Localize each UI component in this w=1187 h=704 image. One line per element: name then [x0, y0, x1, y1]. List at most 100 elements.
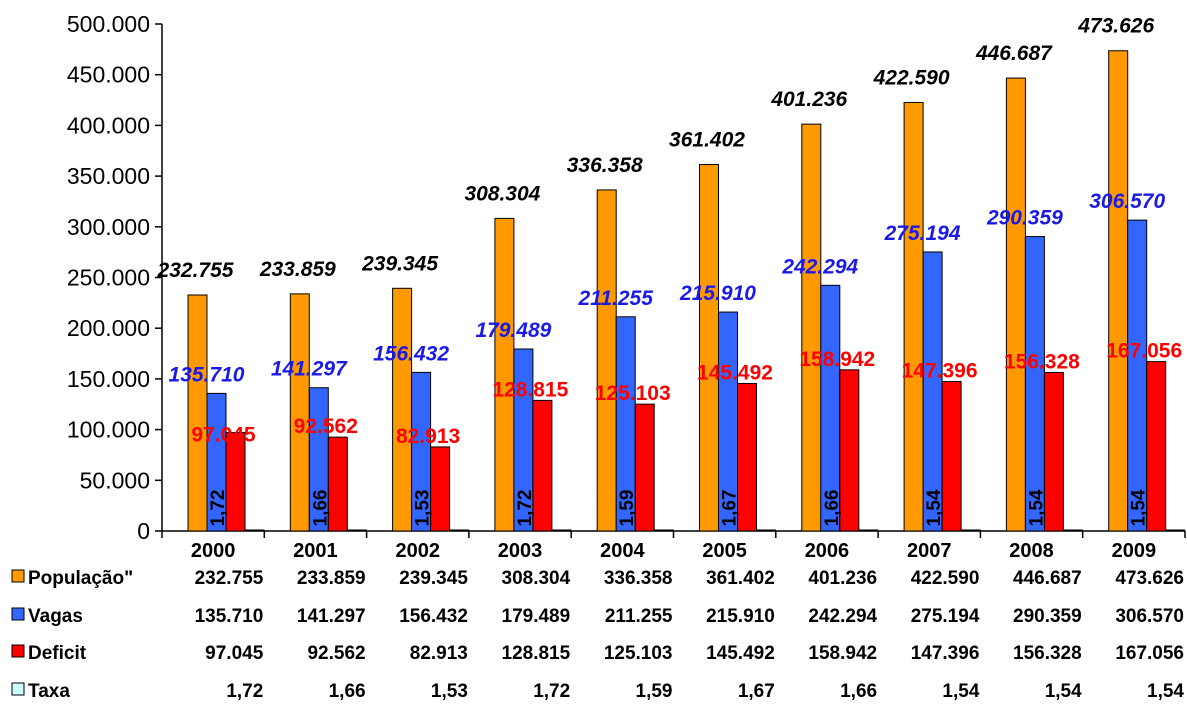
x-tick-label: 2002: [396, 540, 441, 562]
data-label-vagas: 290.359: [986, 207, 1063, 230]
data-label-taxa: 1,54: [1129, 489, 1150, 526]
table-cell: 97.045: [205, 643, 264, 664]
table-cell: 1,59: [636, 681, 673, 702]
data-label-vagas: 156.432: [373, 342, 449, 365]
data-label-populacao: 401.236: [770, 88, 847, 111]
x-tick-label: 2009: [1112, 540, 1157, 562]
table-cell: 308.304: [502, 568, 571, 589]
bar-populao: [1108, 50, 1129, 532]
table-cell: 156.328: [1013, 643, 1082, 664]
bar-populao: [1005, 77, 1026, 532]
data-label-taxa: 1,59: [617, 490, 638, 527]
table-cell: 306.570: [1115, 606, 1184, 627]
table-cell: 232.755: [195, 568, 264, 589]
x-tick-label: 2004: [600, 540, 645, 562]
data-label-vagas: 141.297: [271, 358, 348, 381]
data-label-taxa: 1,53: [413, 490, 434, 527]
table-cell: 242.294: [808, 606, 877, 627]
data-label-deficit: 156.328: [1004, 350, 1080, 373]
bar-taxa: [551, 529, 572, 532]
data-label-deficit: 125.103: [595, 382, 671, 405]
bar-populao: [903, 101, 924, 532]
data-label-vagas: 306.570: [1089, 190, 1165, 213]
y-tick-label: 100.000: [67, 417, 150, 443]
data-label-populacao: 446.687: [975, 42, 1053, 65]
table-cell: 167.056: [1115, 643, 1184, 664]
bar-populao: [187, 294, 208, 532]
bar-deficit: [1043, 371, 1064, 532]
data-label-taxa: 1,72: [208, 490, 229, 527]
data-label-populacao: 361.402: [669, 129, 745, 152]
bar-deficit: [634, 403, 655, 532]
bar-deficit: [327, 436, 348, 532]
y-tick-label: 150.000: [67, 366, 150, 392]
table-cell: 147.396: [911, 643, 980, 664]
x-tick-label: 2007: [907, 540, 952, 562]
y-tick-label: 200.000: [67, 315, 150, 341]
bar-taxa: [244, 529, 265, 532]
bar-taxa: [756, 529, 776, 532]
data-label-taxa: 1,66: [310, 490, 331, 527]
x-tick-label: 2000: [191, 540, 236, 562]
bar-deficit: [839, 369, 860, 532]
bar-populao: [289, 293, 310, 532]
data-label-vagas: 211.255: [578, 287, 654, 310]
x-tick-label: 2001: [293, 540, 338, 562]
data-label-vagas: 242.294: [781, 255, 858, 278]
table-cell: 233.859: [297, 568, 366, 589]
data-label-populacao: 308.304: [464, 182, 540, 205]
x-tick-label: 2003: [498, 540, 543, 562]
data-label-vagas: 135.710: [169, 363, 245, 386]
table-cell: 1,53: [431, 681, 468, 702]
bar-deficit: [941, 381, 962, 532]
bar-deficit: [225, 432, 246, 532]
bar-taxa: [449, 529, 470, 532]
table-cell: 92.562: [307, 643, 365, 664]
table-cell: 179.489: [502, 606, 571, 627]
table-cell: 1,54: [1147, 681, 1184, 702]
data-label-vagas: 275.194: [884, 222, 961, 245]
bar-taxa: [346, 529, 367, 532]
data-label-deficit: 82.913: [396, 425, 460, 448]
table-cell: 158.942: [808, 643, 877, 664]
data-label-populacao: 336.358: [567, 154, 643, 177]
table-cell: 1,67: [738, 681, 775, 702]
table-cell: 361.402: [706, 568, 775, 589]
data-label-deficit: 158.942: [799, 348, 875, 371]
table-cell: 473.626: [1115, 568, 1184, 589]
x-tick-label: 2008: [1009, 540, 1054, 562]
table-cell: 1,72: [226, 681, 263, 702]
y-tick-label: 300.000: [67, 214, 150, 240]
chart-bars: [187, 50, 1186, 532]
bar-taxa: [1165, 529, 1186, 532]
data-label-vagas: 179.489: [475, 319, 551, 342]
data-label-deficit: 97.045: [191, 424, 256, 447]
table-cell: 1,72: [533, 681, 570, 702]
bar-deficit: [1146, 361, 1167, 532]
bar-deficit: [430, 446, 451, 532]
data-label-taxa: 1,54: [1026, 489, 1047, 526]
legend-label: Deficit: [28, 643, 87, 664]
table-cell: 239.345: [399, 568, 468, 589]
table-cell: 290.359: [1013, 606, 1082, 627]
table-cell: 1,66: [329, 681, 366, 702]
chart-axes: 0 50.000 100.000 150.000 200.000 250.000 300.0…: [67, 11, 1186, 562]
bar-populao: [494, 217, 515, 532]
legend-swatch: [11, 644, 25, 658]
legend-label: Vagas: [28, 606, 83, 627]
bar-taxa: [1062, 529, 1083, 532]
table-cell: 215.910: [706, 606, 775, 627]
data-label-vagas: 215.910: [679, 282, 756, 305]
chart-data-labels: 232.755 135.710 97.045 1,72 233.859 141.297 92…: [157, 15, 1183, 527]
bar-deficit: [532, 399, 553, 532]
bar-populao: [801, 123, 822, 532]
bar-populao: [392, 287, 413, 532]
y-tick-label: 500.000: [67, 11, 150, 37]
bar-deficit: [737, 382, 757, 532]
table-cell: 1,54: [1045, 681, 1082, 702]
data-table: População" 232.755 233.859 239.345 308.304 33…: [11, 568, 1184, 702]
bar-taxa: [960, 529, 981, 532]
table-cell: 401.236: [808, 568, 877, 589]
bar-vagas: [1024, 236, 1045, 532]
